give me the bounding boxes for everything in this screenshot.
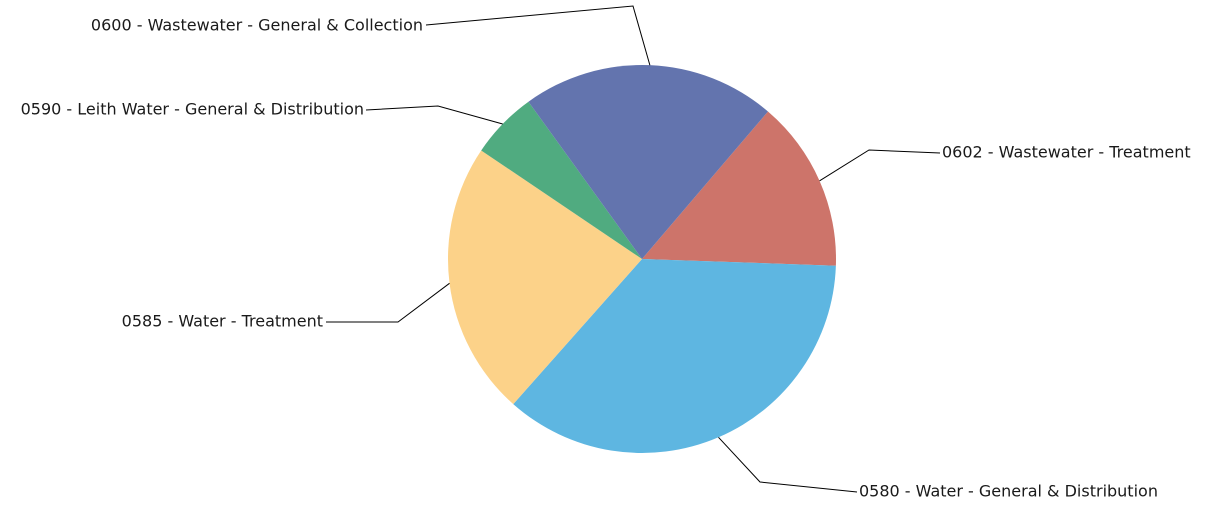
- leader-line-1: [718, 436, 858, 493]
- slice-label-3: 0590 - Leith Water - General & Distribut…: [21, 100, 364, 119]
- leader-line-3: [365, 105, 503, 125]
- pie-slices: [447, 64, 836, 453]
- leader-line-2: [326, 282, 450, 323]
- slice-label-1: 0580 - Water - General & Distribution: [859, 482, 1158, 501]
- pie-slice-0[interactable]: [642, 111, 836, 266]
- pie-leader-lines: [326, 5, 941, 493]
- pie-slice-1[interactable]: [513, 259, 836, 453]
- pie-slice-4[interactable]: [528, 64, 768, 259]
- pie-slice-2[interactable]: [447, 150, 642, 405]
- leader-line-4: [425, 5, 651, 66]
- slice-label-2: 0585 - Water - Treatment: [122, 312, 323, 331]
- slice-label-4: 0600 - Wastewater - General & Collection: [91, 16, 423, 35]
- slice-label-0: 0602 - Wastewater - Treatment: [942, 143, 1191, 162]
- leader-line-0: [819, 149, 941, 182]
- pie-slice-3[interactable]: [481, 101, 642, 259]
- pie-labels: 0602 - Wastewater - Treatment 0580 - Wate…: [21, 16, 1191, 501]
